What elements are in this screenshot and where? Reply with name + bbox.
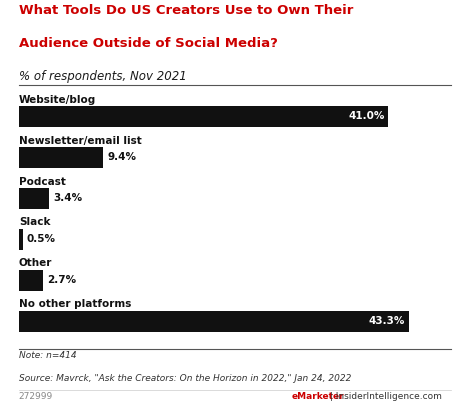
Text: What Tools Do US Creators Use to Own Their: What Tools Do US Creators Use to Own The… <box>19 4 353 17</box>
Text: 2.7%: 2.7% <box>47 275 76 285</box>
Text: 272999: 272999 <box>19 392 53 401</box>
Bar <box>19 147 103 168</box>
Bar <box>19 188 49 209</box>
Text: Note: n=414: Note: n=414 <box>19 351 77 360</box>
Text: Newsletter/email list: Newsletter/email list <box>19 135 141 145</box>
Bar <box>19 106 388 127</box>
Bar <box>19 270 43 291</box>
Text: Website/blog: Website/blog <box>19 95 96 104</box>
Text: 0.5%: 0.5% <box>27 234 56 244</box>
Bar <box>19 311 409 332</box>
Text: 41.0%: 41.0% <box>348 112 384 121</box>
Text: 43.3%: 43.3% <box>369 316 405 326</box>
Text: Other: Other <box>19 259 52 268</box>
Text: Podcast: Podcast <box>19 176 66 187</box>
Text: Audience Outside of Social Media?: Audience Outside of Social Media? <box>19 37 278 50</box>
Text: 3.4%: 3.4% <box>53 193 82 204</box>
Text: % of respondents, Nov 2021: % of respondents, Nov 2021 <box>19 70 187 83</box>
Text: 9.4%: 9.4% <box>107 152 136 162</box>
Bar <box>19 229 24 249</box>
Text: | InsiderIntelligence.com: | InsiderIntelligence.com <box>327 392 441 401</box>
Text: Slack: Slack <box>19 218 50 228</box>
Text: No other platforms: No other platforms <box>19 299 131 309</box>
Text: Source: Mavrck, "Ask the Creators: On the Horizon in 2022," Jan 24, 2022: Source: Mavrck, "Ask the Creators: On th… <box>19 374 351 383</box>
Text: eMarketer: eMarketer <box>291 392 344 401</box>
